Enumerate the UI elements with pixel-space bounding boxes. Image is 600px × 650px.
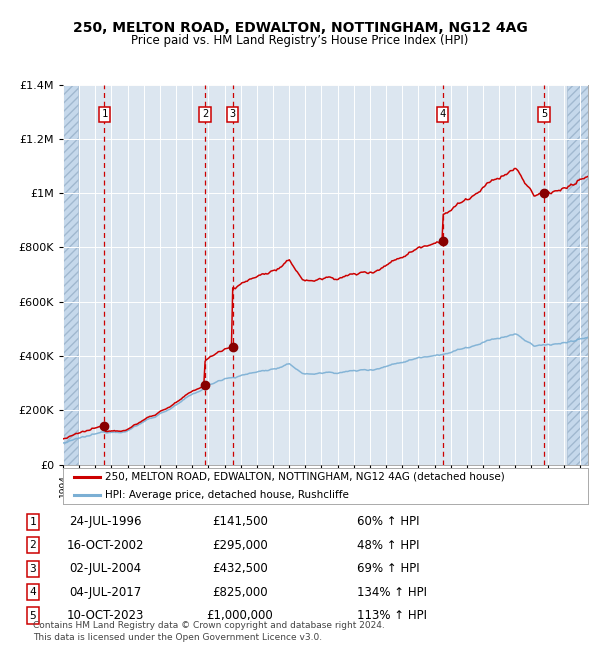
Text: Contains HM Land Registry data © Crown copyright and database right 2024.
This d: Contains HM Land Registry data © Crown c… (33, 621, 385, 642)
Text: 5: 5 (29, 610, 37, 621)
Text: 60% ↑ HPI: 60% ↑ HPI (357, 515, 419, 528)
Bar (567, 84, 588, 465)
Text: 16-OCT-2002: 16-OCT-2002 (66, 539, 144, 552)
Text: 134% ↑ HPI: 134% ↑ HPI (357, 586, 427, 599)
Text: 250, MELTON ROAD, EDWALTON, NOTTINGHAM, NG12 4AG (detached house): 250, MELTON ROAD, EDWALTON, NOTTINGHAM, … (105, 472, 505, 482)
Text: 02-JUL-2004: 02-JUL-2004 (69, 562, 141, 575)
Text: £825,000: £825,000 (212, 586, 268, 599)
Bar (63, 84, 77, 465)
Text: 69% ↑ HPI: 69% ↑ HPI (357, 562, 419, 575)
Text: 10-OCT-2023: 10-OCT-2023 (67, 609, 143, 622)
Text: 24-JUL-1996: 24-JUL-1996 (69, 515, 141, 528)
Text: Price paid vs. HM Land Registry’s House Price Index (HPI): Price paid vs. HM Land Registry’s House … (131, 34, 469, 47)
Text: 4: 4 (439, 109, 446, 120)
Text: 3: 3 (29, 564, 37, 574)
Text: 4: 4 (29, 587, 37, 597)
Text: £141,500: £141,500 (212, 515, 268, 528)
Text: 2: 2 (202, 109, 208, 120)
Text: 48% ↑ HPI: 48% ↑ HPI (357, 539, 419, 552)
Text: 3: 3 (229, 109, 236, 120)
Text: £295,000: £295,000 (212, 539, 268, 552)
Text: £1,000,000: £1,000,000 (206, 609, 274, 622)
Text: HPI: Average price, detached house, Rushcliffe: HPI: Average price, detached house, Rush… (105, 490, 349, 500)
Text: 2: 2 (29, 540, 37, 551)
Text: 1: 1 (101, 109, 107, 120)
Text: 5: 5 (541, 109, 547, 120)
Text: 250, MELTON ROAD, EDWALTON, NOTTINGHAM, NG12 4AG: 250, MELTON ROAD, EDWALTON, NOTTINGHAM, … (73, 21, 527, 36)
Text: £432,500: £432,500 (212, 562, 268, 575)
Text: 04-JUL-2017: 04-JUL-2017 (69, 586, 141, 599)
Text: 113% ↑ HPI: 113% ↑ HPI (357, 609, 427, 622)
Text: 1: 1 (29, 517, 37, 527)
